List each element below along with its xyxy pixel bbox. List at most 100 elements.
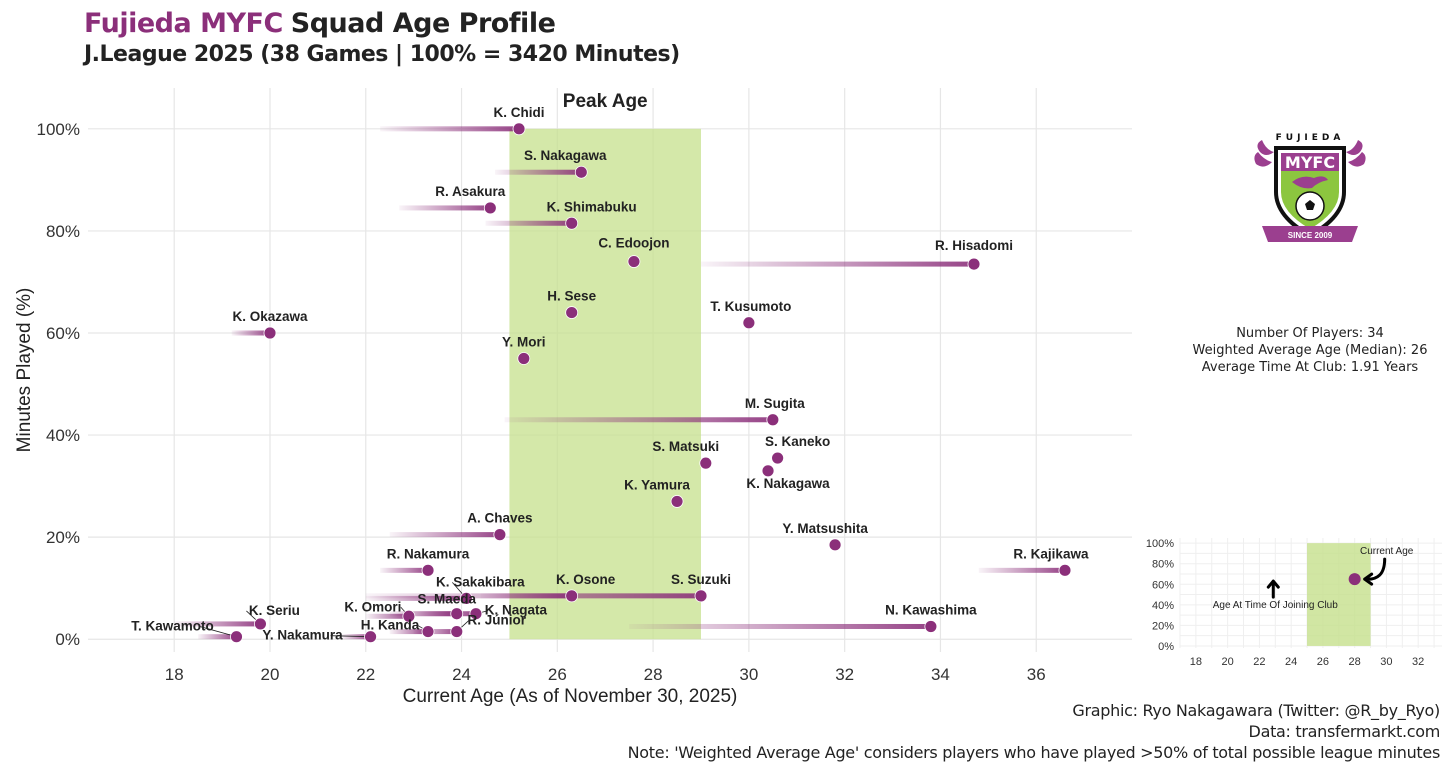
inset-x-ticks: 18 20 22 24 26 28 30 32: [1190, 656, 1425, 668]
player-label: K. Nakagawa: [746, 476, 830, 491]
player-point: [493, 528, 507, 542]
label-leader-line: [330, 635, 371, 638]
player-point: [967, 257, 981, 271]
logo-main-text: MYFC: [1285, 153, 1335, 172]
player-point: [766, 413, 780, 427]
player-label: K. Omori: [344, 599, 401, 614]
footer-note: Note: 'Weighted Average Age' considers p…: [627, 743, 1441, 762]
player-label: S. Kaneko: [765, 434, 830, 449]
logo-ball-pentagon: [1305, 200, 1315, 210]
joined-age-annotation: Age At Time Of Joining Club: [1213, 600, 1339, 611]
inset-y-tick-label: 100%: [1146, 538, 1174, 550]
inset-y-ticks: 0% 20% 40% 60% 80% 100%: [1146, 538, 1174, 653]
inset-y-tick-label: 60%: [1152, 579, 1174, 591]
player-point: [761, 464, 775, 478]
player-label: S. Maeda: [417, 592, 476, 607]
x-tick-label: 26: [548, 665, 567, 684]
peak-age-band: [509, 128, 701, 640]
logo-shield-green: [1281, 153, 1339, 229]
joining-segment: [485, 220, 572, 226]
joining-segment: [700, 261, 974, 267]
x-tick-label: 34: [931, 665, 950, 684]
player-point: [402, 609, 416, 623]
x-tick-label: 36: [1027, 665, 1046, 684]
inset-y-tick-label: 20%: [1152, 620, 1174, 632]
y-tick-label: 40%: [46, 426, 80, 445]
player-label: T. Kusumoto: [710, 299, 791, 314]
player-point: [254, 617, 267, 631]
current-age-arrow-icon: [1363, 557, 1387, 586]
player-label: K. Chidi: [494, 105, 545, 120]
player-point: [565, 306, 579, 319]
player-label: A. Chaves: [467, 511, 532, 526]
x-tick-label: 18: [165, 665, 184, 684]
logo-top-text: FUJIEDA: [1276, 133, 1345, 143]
player-point: [771, 451, 785, 465]
player-point: [450, 607, 464, 621]
player-label: R. Kajikawa: [1013, 546, 1089, 561]
y-tick-label: 0%: [55, 630, 80, 649]
player-label: N. Kawashima: [885, 602, 977, 617]
player-point: [627, 255, 641, 268]
joining-segment: [495, 169, 582, 175]
player-point: [469, 607, 483, 621]
player-label: K. Okazawa: [232, 309, 308, 324]
joining-segment: [380, 126, 520, 132]
footer: Graphic: Ryo Nakagawara (Twitter: @R_by_…: [627, 700, 1441, 763]
player-label: R. Asakura: [435, 184, 506, 199]
player-label: R. Nakamura: [387, 546, 470, 561]
inset-x-tick-label: 18: [1190, 656, 1202, 668]
player-point: [565, 589, 579, 603]
player-point: [517, 352, 531, 365]
player-label: M. Sugita: [745, 396, 805, 411]
player-point: [364, 630, 377, 644]
joining-segments: [174, 126, 1065, 640]
player-point: [459, 592, 473, 605]
x-tick-label: 24: [452, 665, 471, 684]
current-age-annotation: Current Age: [1360, 546, 1414, 557]
player-point: [565, 216, 579, 230]
legend-inset: 18 20 22 24 26 28 30 32 0% 20% 40% 60% 80% 100% Curr…: [1146, 538, 1442, 668]
joining-segment: [231, 330, 270, 336]
peak-age-label: Peak Age: [563, 91, 648, 112]
player-point: [421, 625, 435, 638]
player-points: [230, 122, 1072, 644]
player-label: K. Osone: [556, 572, 616, 587]
joining-segment: [365, 613, 409, 619]
chart-title: Fujieda MYFC Squad Age Profile: [84, 8, 556, 39]
footer-credit: Graphic: Ryo Nakagawara (Twitter: @R_by_…: [1072, 701, 1440, 720]
joining-segment: [365, 593, 701, 599]
inset-x-tick-label: 26: [1317, 656, 1329, 668]
y-tick-label: 100%: [37, 120, 80, 139]
joining-segment: [504, 417, 773, 423]
joining-segment: [365, 595, 467, 601]
y-tick-label: 80%: [46, 222, 80, 241]
joining-segment: [198, 634, 237, 640]
joining-segment: [389, 629, 429, 635]
player-point: [230, 630, 243, 644]
player-label: K. Seriu: [249, 603, 300, 618]
x-tick-label: 28: [644, 665, 663, 684]
player-point: [1058, 563, 1072, 577]
logo-leaf-right: [1346, 140, 1363, 155]
chart-subtitle: J.League 2025 (38 Games | 100% = 3420 Mi…: [84, 42, 680, 67]
x-axis-ticks: 18 20 22 24 26 28 30 32 34 36: [165, 665, 1046, 684]
joining-segment: [413, 629, 457, 635]
y-axis-ticks: 0% 20% 40% 60% 80% 100%: [37, 120, 80, 649]
player-label: S. Nakagawa: [524, 148, 607, 163]
joining-segment: [174, 621, 261, 627]
player-point: [828, 538, 842, 552]
logo-leaf-right2: [1348, 152, 1366, 167]
player-label: H. Sese: [547, 289, 596, 304]
squad-info: Number Of Players: 34 Weighted Average A…: [1180, 325, 1440, 376]
player-label: Y. Matsushita: [782, 521, 868, 536]
player-point: [670, 495, 684, 508]
y-axis-label: Minutes Played (%): [14, 288, 35, 453]
player-point: [694, 589, 708, 603]
player-label: C. Edoojon: [598, 236, 669, 251]
x-tick-label: 30: [739, 665, 758, 684]
inset-x-tick-label: 22: [1253, 656, 1265, 668]
player-count: Number Of Players: 34: [1236, 326, 1384, 341]
logo-ribbon: [1262, 226, 1358, 242]
